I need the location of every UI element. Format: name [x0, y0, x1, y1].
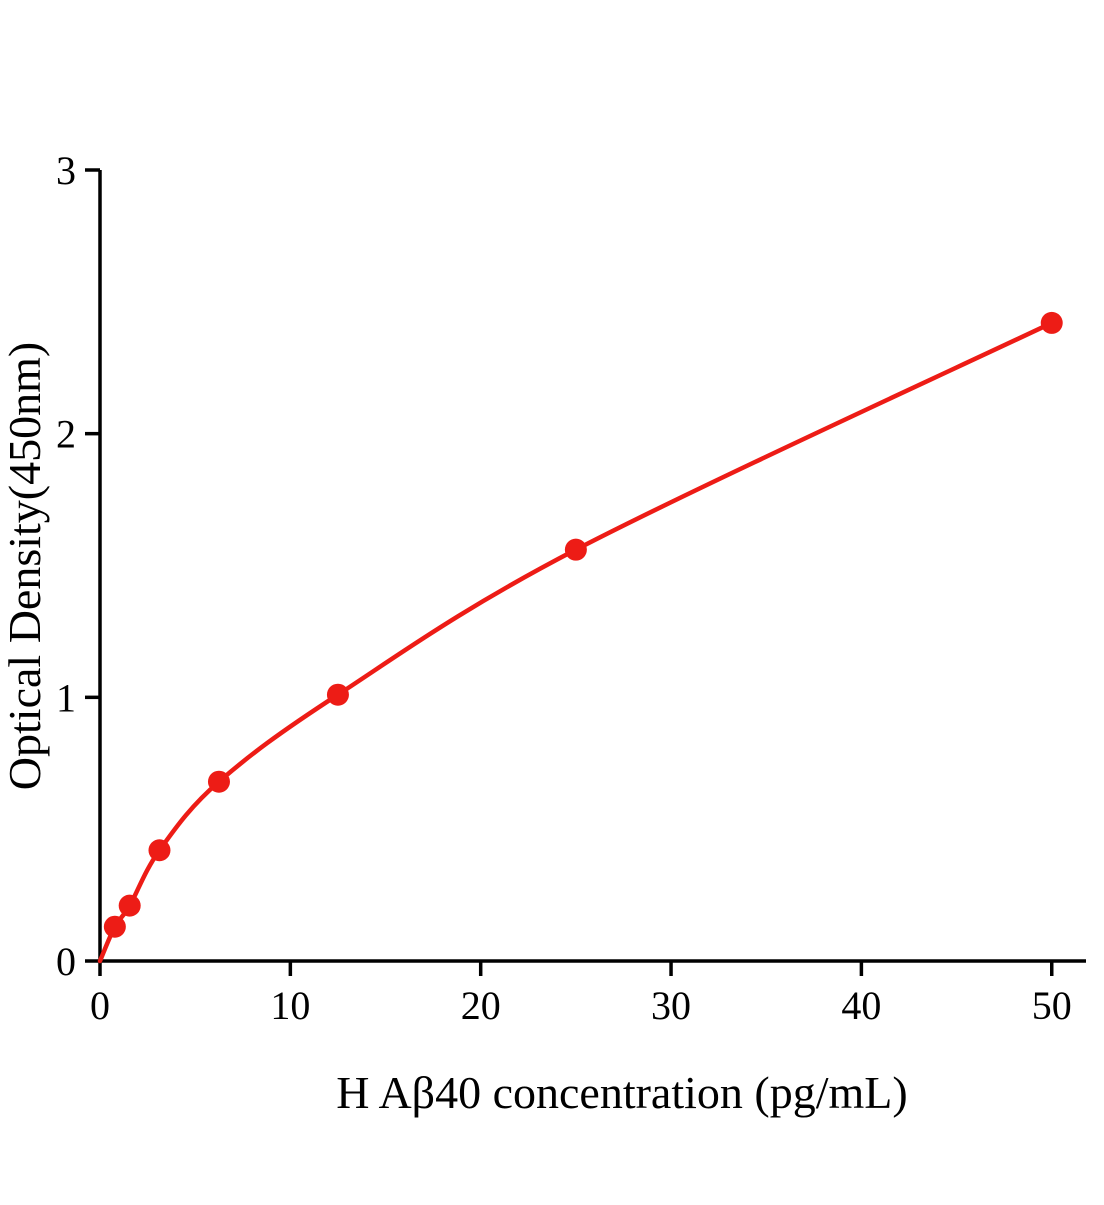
plot-area: 0 10 20 30 40 50 0 1 2 3	[56, 148, 1086, 1028]
y-tick-label: 2	[56, 412, 76, 457]
data-point	[103, 915, 126, 938]
x-tick-label: 40	[841, 983, 881, 1028]
data-point	[564, 538, 587, 561]
data-point	[1040, 311, 1063, 334]
fit-curve	[97, 320, 1054, 964]
x-tick-label: 0	[90, 983, 110, 1028]
data-point	[118, 894, 141, 917]
y-axis-title: Optical Density(450nm)	[0, 342, 50, 790]
y-tick-label: 0	[56, 939, 76, 984]
x-tick-label: 10	[270, 983, 310, 1028]
data-point	[207, 770, 230, 793]
x-tick-label: 50	[1032, 983, 1072, 1028]
x-tick-label: 20	[461, 983, 501, 1028]
data-point	[148, 839, 171, 862]
x-tick-label: 30	[651, 983, 691, 1028]
y-tick-label: 3	[56, 148, 76, 193]
x-axis-title: H Aβ40 concentration (pg/mL)	[336, 1067, 907, 1118]
y-tick-label: 1	[56, 675, 76, 720]
data-point	[326, 683, 349, 706]
